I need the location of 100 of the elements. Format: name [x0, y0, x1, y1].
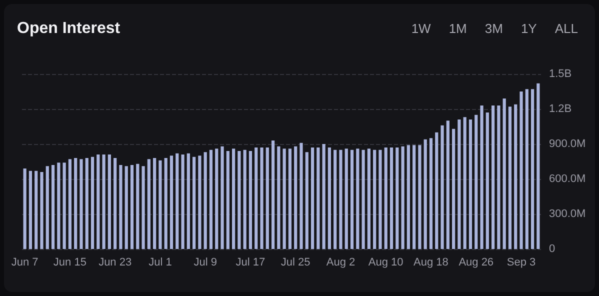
bar: [390, 148, 394, 249]
x-tick-label: Jun 7: [11, 256, 38, 268]
bar: [282, 148, 286, 249]
bar: [147, 159, 150, 249]
bar: [243, 150, 246, 249]
bar: [209, 150, 213, 249]
bar: [322, 144, 326, 249]
bar: [192, 156, 196, 249]
y-tick-label: 1.5B: [549, 68, 572, 80]
y-tick-label: 300.0M: [549, 208, 586, 220]
x-tick-label: Aug 18: [414, 256, 448, 268]
bar: [238, 151, 241, 249]
bar: [220, 146, 224, 249]
bar: [288, 148, 292, 249]
bar: [277, 146, 280, 249]
bar: [525, 89, 528, 249]
bar: [339, 150, 342, 249]
bar: [164, 158, 168, 249]
bar: [350, 150, 354, 249]
bar: [362, 150, 365, 249]
bar: [367, 148, 370, 249]
x-tick-label: Jul 1: [148, 256, 172, 268]
bar: [198, 156, 202, 249]
bar: [34, 170, 38, 249]
text: 1M: [448, 20, 468, 38]
bar: [424, 139, 427, 249]
bar: [418, 145, 422, 249]
bar: [536, 83, 540, 249]
bar: [57, 162, 60, 249]
bar: [215, 148, 218, 249]
bar: [136, 164, 140, 249]
x-tick-label: Sep 3: [506, 256, 536, 268]
bar: [68, 159, 72, 249]
x-tick-label: Jul 25: [280, 256, 310, 268]
text: 1W: [410, 20, 432, 38]
bar: [310, 148, 314, 249]
bar: [232, 148, 236, 249]
bar: [468, 120, 472, 249]
bar: [40, 172, 44, 249]
bar: [204, 152, 207, 249]
bar: [294, 146, 298, 249]
bar: [508, 106, 512, 249]
bar: [378, 150, 382, 249]
y-tick-label: 900.0M: [549, 138, 586, 150]
bar: [446, 120, 450, 249]
x-tick-label: Jul 17: [236, 256, 266, 268]
bar: [520, 92, 523, 249]
bar: [254, 148, 258, 249]
bar: [271, 140, 275, 249]
bar: [80, 159, 83, 249]
bar: [158, 160, 162, 249]
bar: [412, 145, 416, 249]
bar: [124, 166, 128, 249]
x-tick-label: Jul 9: [194, 256, 217, 268]
text: 3M: [484, 20, 504, 38]
bar: [328, 148, 331, 249]
bar: [102, 154, 106, 249]
bar: [502, 98, 506, 249]
bar: [96, 154, 100, 249]
bar: [248, 151, 252, 249]
bar: [344, 148, 348, 249]
bar: [463, 117, 466, 249]
y-tick-label: 0: [549, 243, 556, 255]
bar: [396, 148, 399, 249]
bar: [260, 148, 264, 249]
text: ALL: [554, 20, 579, 38]
chart-title: Open Interest: [17, 20, 120, 38]
bar: [316, 148, 320, 249]
bar: [153, 158, 156, 249]
bar: [114, 158, 117, 249]
bar: [458, 120, 461, 249]
text: 1Y: [520, 20, 538, 38]
bar: [440, 125, 444, 249]
bar: [23, 168, 26, 249]
bar: [108, 154, 111, 249]
x-tick-label: Aug 10: [368, 256, 404, 268]
bar: [266, 148, 269, 249]
bar: [356, 148, 360, 249]
y-tick-label: 600.0M: [549, 173, 586, 185]
bar: [334, 150, 337, 249]
bar: [119, 165, 122, 249]
bar: [46, 166, 49, 249]
bar: [530, 89, 534, 249]
bar: [181, 154, 184, 249]
bar: [384, 148, 388, 249]
bar: [480, 106, 484, 249]
bar: [90, 156, 94, 249]
bar: [74, 158, 78, 249]
bar: [435, 132, 438, 249]
bar: [452, 128, 456, 249]
y-tick-label: 1.2B: [549, 103, 572, 115]
bar: [492, 106, 495, 249]
bar: [514, 104, 518, 249]
bar: [486, 112, 489, 249]
x-tick-label: Jun 15: [53, 256, 86, 268]
bar: [28, 170, 32, 249]
bar: [186, 153, 190, 249]
bar: [170, 156, 174, 249]
bar: [373, 150, 376, 249]
bar: [300, 142, 303, 249]
